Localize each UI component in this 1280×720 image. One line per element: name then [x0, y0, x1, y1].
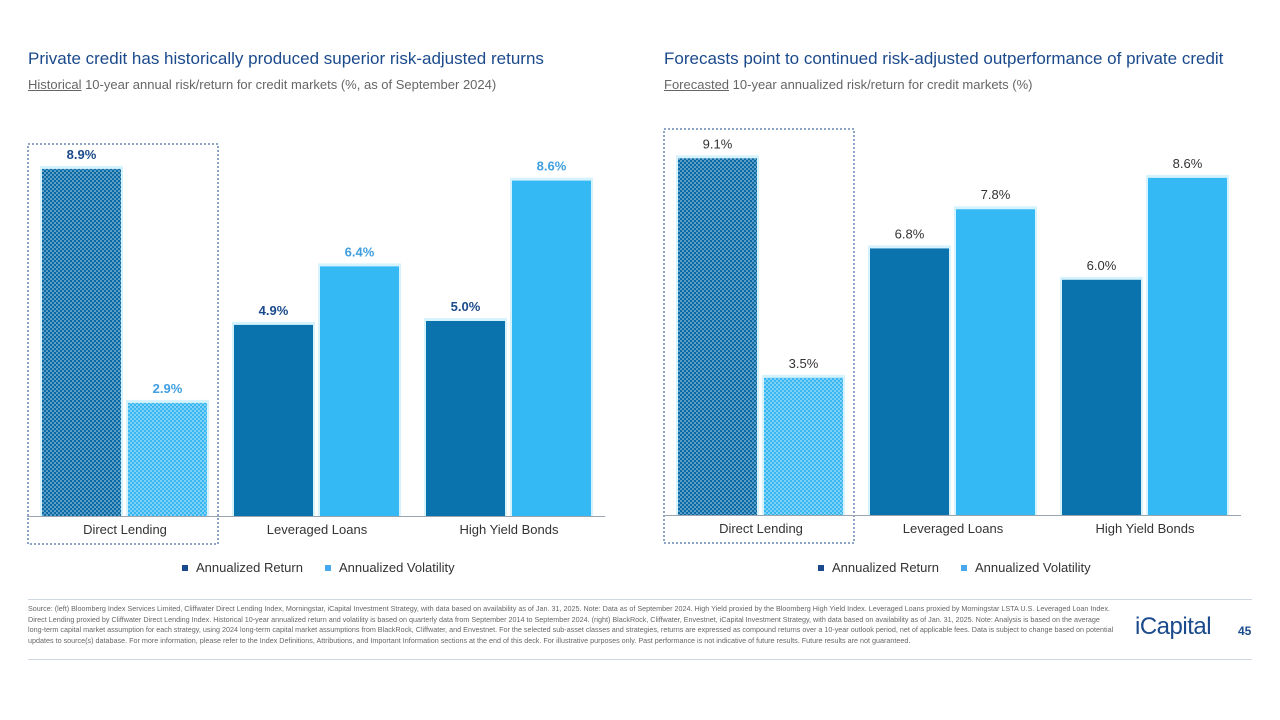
data-label: 2.9%	[153, 381, 183, 396]
volatility-swatch	[324, 564, 331, 571]
legend-item-return: Annualized Return	[818, 560, 939, 575]
left-chart-title: Private credit has historically produced…	[28, 49, 544, 68]
source-note: Source: (left) Bloomberg Index Services …	[28, 604, 1114, 645]
legend-item-return: Annualized Return	[182, 560, 303, 575]
legend-return-label: Annualized Return	[832, 560, 939, 575]
bar-high-yield-bonds-volatility	[512, 180, 591, 516]
icapital-logo: iCapital	[1135, 613, 1212, 640]
data-label: 9.1%	[703, 136, 733, 151]
bar-leveraged-loans-return	[870, 248, 949, 515]
volatility-swatch	[960, 564, 967, 571]
bar-high-yield-bonds-volatility	[1148, 177, 1227, 515]
bar-leveraged-loans-volatility	[320, 266, 399, 516]
category-label: Leveraged Loans	[267, 522, 368, 537]
data-label: 7.8%	[981, 187, 1011, 202]
bar-leveraged-loans-volatility	[956, 209, 1035, 516]
right-bar-chart: 9.1% 3.5% Direct Lending 6.8% 7.8% Leveraged …	[663, 128, 1241, 544]
bar-direct-lending-volatility	[128, 402, 207, 516]
left-subtitle-rest: 10-year annual risk/return for credit ma…	[81, 77, 497, 92]
return-swatch	[182, 564, 188, 571]
category-label: Direct Lending	[719, 521, 803, 536]
right-legend: Annualized Return Annualized Volatility	[818, 560, 1113, 575]
bar-direct-lending-return	[678, 158, 757, 515]
data-label: 6.8%	[895, 226, 925, 241]
left-subtitle-underlined: Historical	[28, 77, 82, 92]
data-label: 5.0%	[451, 299, 481, 314]
highlight-box	[27, 143, 219, 545]
category-label: High Yield Bonds	[1095, 521, 1195, 536]
footer-divider-bottom	[28, 659, 1252, 660]
right-subtitle-underlined: Forecasted	[664, 77, 730, 92]
bar-direct-lending-return	[42, 168, 121, 516]
data-label: 4.9%	[259, 303, 289, 318]
data-label: 8.9%	[67, 147, 97, 162]
legend-item-volatility: Annualized Volatility	[324, 560, 455, 575]
data-label: 6.4%	[345, 244, 375, 259]
footer-divider-top	[28, 599, 1252, 600]
bar-direct-lending-volatility	[764, 377, 843, 515]
category-label: Leveraged Loans	[903, 521, 1004, 536]
legend-item-volatility: Annualized Volatility	[960, 560, 1091, 575]
page-number: 45	[1238, 624, 1252, 638]
category-label: Direct Lending	[83, 522, 167, 537]
data-label: 6.0%	[1087, 258, 1117, 273]
bar-high-yield-bonds-return	[426, 321, 505, 516]
data-label: 8.6%	[537, 159, 567, 174]
left-bar-chart: 8.9% 2.9% Direct Lending 4.9% 6.4% Leveraged …	[27, 143, 605, 545]
data-label: 8.6%	[1173, 156, 1203, 171]
right-subtitle-rest: 10-year annualized risk/return for credi…	[729, 77, 1033, 92]
legend-return-label: Annualized Return	[196, 560, 303, 575]
right-chart-title: Forecasts point to continued risk-adjust…	[664, 49, 1224, 68]
left-chart-subtitle: Historical 10-year annual risk/return fo…	[28, 77, 496, 92]
legend-volatility-label: Annualized Volatility	[974, 560, 1091, 575]
category-label: High Yield Bonds	[459, 522, 559, 537]
data-label: 3.5%	[789, 356, 819, 371]
return-swatch	[818, 564, 824, 571]
bar-leveraged-loans-return	[234, 324, 313, 516]
right-chart-subtitle: Forecasted 10-year annualized risk/retur…	[664, 77, 1033, 92]
legend-volatility-label: Annualized Volatility	[338, 560, 455, 575]
left-legend: Annualized Return Annualized Volatility	[182, 560, 477, 575]
bar-high-yield-bonds-return	[1062, 279, 1141, 515]
highlight-box	[663, 128, 855, 544]
